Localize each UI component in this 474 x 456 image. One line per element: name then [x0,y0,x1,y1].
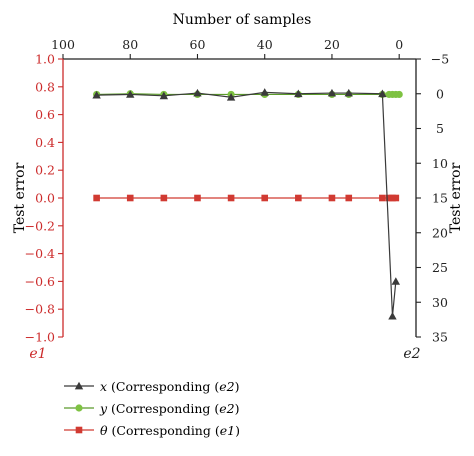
top-tick-label: 0 [395,37,403,52]
right-tick-label: 35 [432,330,448,345]
left-axis-unit-label: e1 [29,346,46,362]
legend-axis-y: e2 [219,401,234,416]
series-theta-point [194,194,201,202]
top-axis-title: Number of samples [173,12,312,28]
top-tick-label: 60 [190,37,206,52]
series-theta-point [227,194,235,202]
series-x-point [260,88,269,96]
series-x-point [378,89,387,98]
series-y-point [395,90,403,99]
legend-text-x: (Corresponding ( [107,379,219,394]
legend-marker-x [74,381,84,390]
series-y [93,90,403,99]
left-tick-label: 1.0 [35,52,55,67]
series-theta [93,194,400,202]
legend-item-y: y (Corresponding (e2) [99,401,240,416]
series-theta-point [93,194,100,202]
right-tick-label: 5 [436,121,444,136]
right-axis-title: Test error [448,162,464,233]
series-x-point [193,88,202,97]
left-tick-label: −0.4 [25,246,55,261]
series-x-point [391,277,401,285]
right-tick-label: −5 [431,52,449,67]
legend-symbol-y: y [99,401,108,416]
legend-symbol-x: x [100,379,107,394]
right-axis-unit-label: e2 [403,346,420,362]
right-tick-label: 15 [432,191,448,206]
labels-layer: Number of samples Test error Test error … [12,12,464,362]
top-tick-label: 100 [51,37,75,52]
right-tick-label: 30 [432,295,448,310]
left-tick-label: −1.0 [25,330,55,345]
legend-close-theta: ) [235,423,240,438]
series-layer [92,88,403,320]
series-theta-point [389,194,396,202]
top-tick-label: 20 [324,37,340,52]
legend-symbol-theta: θ [100,423,108,438]
legend-text-y: (Corresponding ( [107,401,219,416]
left-tick-label: 0.6 [35,107,55,122]
series-theta-point [345,194,353,202]
left-tick-label: 0.2 [35,163,55,178]
legend-marker-theta [75,426,83,434]
left-tick-label: −0.8 [25,302,55,317]
legend-close-y: ) [235,401,240,416]
left-tick-label: 0.4 [35,135,55,150]
series-x-point [388,311,397,320]
series-theta-point [295,194,302,202]
legend-item-x: x (Corresponding (e2) [100,379,240,394]
series-x-point [126,90,135,98]
legend-close-x: ) [235,379,240,394]
legend-label-y: y (Corresponding (e2) [99,401,240,416]
series-theta-point [385,194,393,202]
series-x-line [96,91,397,317]
series-theta-point [379,194,386,202]
series-x-point [344,88,353,97]
left-tick-label: 0.0 [35,191,55,206]
legend-marker-y [75,404,83,412]
right-tick-label: 25 [432,260,448,275]
right-tick-label: 10 [432,156,448,171]
left-tick-label: 0.8 [35,79,55,94]
series-theta-point [126,194,134,202]
series-x-point [159,91,169,100]
right-tick-label: 20 [432,225,448,240]
series-theta-point [392,194,400,202]
left-tick-label: −0.2 [25,218,55,233]
legend-text-theta: (Corresponding ( [108,423,220,438]
legend: x (Corresponding (e2) y (Corresponding (… [64,379,240,438]
series-x [92,88,401,320]
series-x-point [327,88,337,97]
legend-item-theta: θ (Corresponding (e1) [100,423,240,438]
series-theta-point [328,194,336,202]
series-x-point [294,89,303,98]
left-tick-label: −0.6 [25,274,55,289]
axes-layer: 100 80 60 40 20 01.00.80.60.40.20.0−0.2−0.4−0… [25,37,450,345]
series-x-point [92,90,101,99]
top-tick-label: 80 [122,37,138,52]
top-tick-label: 40 [257,37,273,52]
series-x-point [226,93,236,101]
series-theta-point [160,194,168,202]
series-theta-point [261,194,269,202]
legend-axis-theta: e1 [220,423,235,438]
legend-label-theta: θ (Corresponding (e1) [100,423,240,438]
left-axis-title: Test error [12,162,28,233]
legend-axis-x: e2 [219,379,234,394]
right-tick-label: 0 [436,86,444,101]
legend-label-x: x (Corresponding (e2) [100,379,240,394]
